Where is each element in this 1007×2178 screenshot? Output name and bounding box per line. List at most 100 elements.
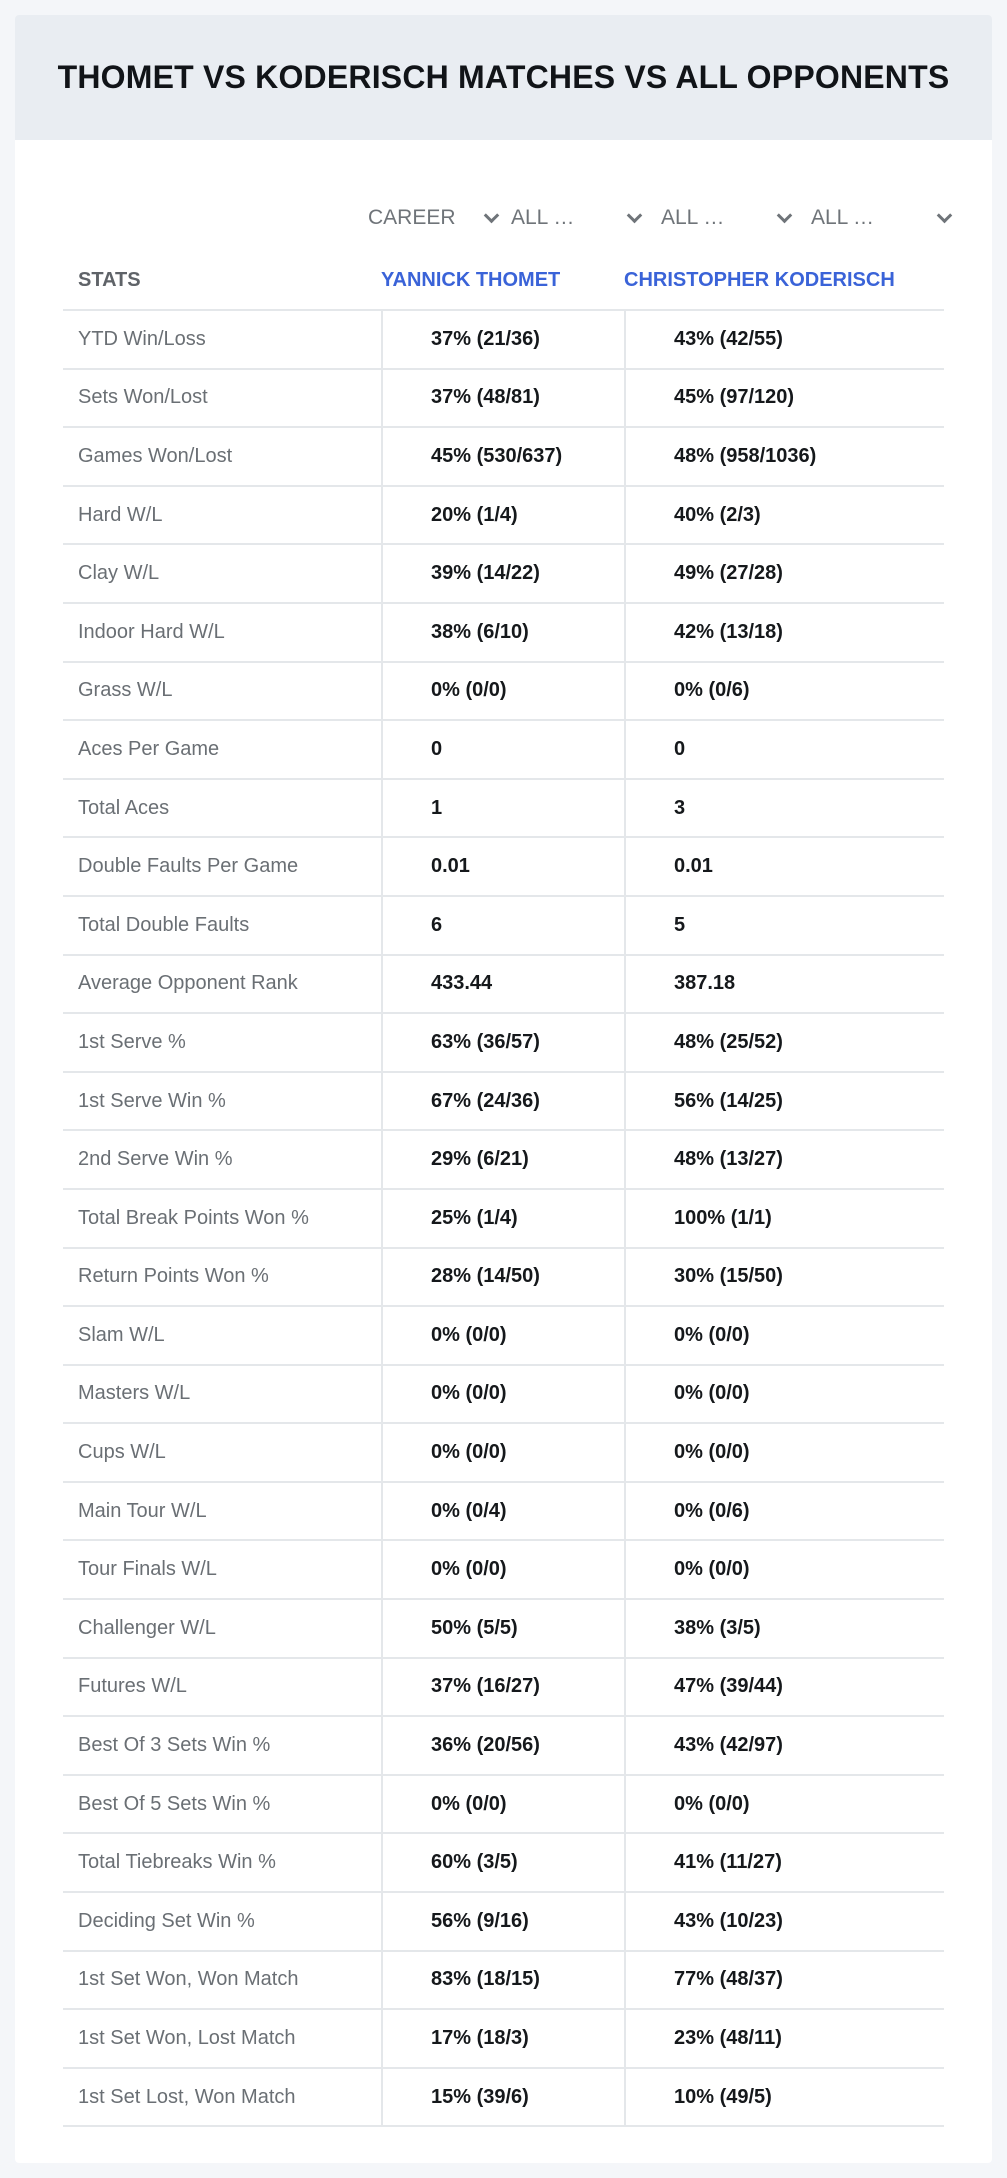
table-row: Main Tour W/L 0% (0/4) 0% (0/6): [63, 1482, 944, 1542]
table-row: Total Aces 1 3: [63, 779, 944, 839]
player2-stat-value: 10% (49/5): [624, 2068, 944, 2126]
stat-label: Total Tiebreaks Win %: [78, 1851, 276, 1874]
player1-stat-value: 37% (21/36): [381, 311, 624, 368]
stat-label: 1st Set Won, Lost Match: [78, 2027, 296, 2050]
table-row: YTD Win/Loss 37% (21/36) 43% (42/55): [63, 311, 944, 370]
table-row: Tour Finals W/L 0% (0/0) 0% (0/0): [63, 1541, 944, 1601]
table-body: YTD Win/Loss 37% (21/36) 43% (42/55) Sets W…: [63, 311, 944, 2128]
table-header: STATS YANNICK THOMET CHRISTOPHER KODERIS…: [63, 251, 944, 311]
player2-stat-value: 0% (0/0): [624, 1424, 944, 1481]
stat-label: Main Tour W/L: [78, 1499, 207, 1522]
player2-stat-value: 5: [624, 896, 944, 954]
table-row: Double Faults Per Game 0.01 0.01: [63, 838, 944, 897]
stat-label: Hard W/L: [78, 503, 163, 526]
round-select[interactable]: ALL ROUNDS: [511, 190, 644, 246]
tournament-select[interactable]: ALL TOURNAMENTS: [811, 190, 954, 246]
stat-label: 2nd Serve Win %: [78, 1148, 233, 1171]
player1-stat-value: 37% (48/81): [381, 369, 624, 427]
player1-stat-value: 28% (14/50): [381, 1248, 624, 1306]
table-row: Return Points Won % 28% (14/50) 30% (15/50…: [63, 1248, 944, 1308]
table-row: Games Won/Lost 45% (530/637) 48% (958/1036…: [63, 428, 944, 487]
table-row: 1st Set Won, Won Match 83% (18/15) 77% (48…: [63, 1951, 944, 2011]
stat-label: Clay W/L: [78, 562, 160, 585]
table-row: Total Double Faults 6 5: [63, 896, 944, 956]
tournament-select-value: ALL TOURNAMENTS: [811, 206, 886, 229]
player2-stat-value: 43% (10/23): [624, 1893, 944, 1950]
player2-stat-value: 38% (3/5): [624, 1600, 944, 1657]
player1-stat-value: 0% (0/0): [381, 1365, 624, 1423]
player2-stat-value: 45% (97/120): [624, 369, 944, 427]
stat-label: YTD Win/Loss: [78, 327, 206, 350]
player1-stat-value: 36% (20/56): [381, 1717, 624, 1774]
filter-bar: CAREER ALL ROUNDS ALL SURFACES ALL TOURN…: [15, 190, 992, 246]
chevron-down-icon: [936, 207, 953, 223]
stat-label: 1st Serve %: [78, 1030, 186, 1053]
player1-stat-value: 38% (6/10): [381, 603, 624, 661]
period-select[interactable]: CAREER: [368, 190, 501, 246]
table-row: Indoor Hard W/L 38% (6/10) 42% (13/18): [63, 603, 944, 663]
player1-stat-value: 0% (0/0): [381, 1541, 624, 1599]
stat-label: Games Won/Lost: [78, 444, 233, 467]
chevron-down-icon: [483, 207, 500, 223]
stat-label: Cups W/L: [78, 1441, 166, 1464]
player2-stat-value: 43% (42/55): [624, 311, 944, 368]
player2-stat-value: 48% (25/52): [624, 1014, 944, 1071]
table-row: Best Of 3 Sets Win % 36% (20/56) 43% (42/9…: [63, 1717, 944, 1776]
surface-select-value: ALL SURFACES: [661, 206, 736, 229]
stat-label: Indoor Hard W/L: [78, 620, 225, 643]
stat-label: Aces Per Game: [78, 737, 220, 760]
player2-stat-value: 0% (0/0): [624, 1541, 944, 1599]
table-row: Grass W/L 0% (0/0) 0% (0/6): [63, 662, 944, 722]
chevron-down-icon: [776, 207, 793, 223]
player1-stat-value: 29% (6/21): [381, 1131, 624, 1188]
stats-column-header: STATS: [78, 268, 141, 291]
table-row: 1st Serve Win % 67% (24/36) 56% (14/25): [63, 1072, 944, 1132]
table-row: Challenger W/L 50% (5/5) 38% (3/5): [63, 1600, 944, 1659]
table-row: Aces Per Game 0 0: [63, 721, 944, 780]
stat-label: Sets Won/Lost: [78, 386, 208, 409]
player2-stat-value: 0% (0/0): [624, 1307, 944, 1364]
player2-stat-value: 23% (48/11): [624, 2010, 944, 2067]
stat-label: 1st Set Won, Won Match: [78, 1968, 299, 1991]
page-title: THOMET VS KODERISCH MATCHES VS ALL OPPON…: [57, 59, 950, 95]
player2-stat-value: 77% (48/37): [624, 1951, 944, 2009]
stat-label: Grass W/L: [78, 679, 173, 702]
stat-label: Slam W/L: [78, 1323, 165, 1346]
player1-stat-value: 0% (0/4): [381, 1482, 624, 1540]
player2-stat-value: 387.18: [624, 955, 944, 1013]
table-row: Total Tiebreaks Win % 60% (3/5) 41% (11/27…: [63, 1834, 944, 1894]
player2-stat-value: 0% (0/0): [624, 1775, 944, 1833]
player2-stat-value: 41% (11/27): [624, 1834, 944, 1892]
player1-stat-value: 0% (0/0): [381, 1424, 624, 1481]
player2-stat-value: 0% (0/6): [624, 662, 944, 720]
card-header: THOMET VS KODERISCH MATCHES VS ALL OPPON…: [15, 15, 992, 140]
player1-stat-value: 20% (1/4): [381, 486, 624, 544]
period-select-value: CAREER: [368, 206, 456, 229]
player2-stat-value: 30% (15/50): [624, 1248, 944, 1306]
player2-stat-value: 0% (0/0): [624, 1365, 944, 1423]
player1-stat-value: 0% (0/0): [381, 1307, 624, 1364]
stats-card: THOMET VS KODERISCH MATCHES VS ALL OPPON…: [15, 15, 992, 2163]
stat-label: Challenger W/L: [78, 1616, 216, 1639]
player1-stat-value: 63% (36/57): [381, 1014, 624, 1071]
surface-select[interactable]: ALL SURFACES: [661, 190, 794, 246]
player2-link[interactable]: CHRISTOPHER KODERISCH: [624, 268, 895, 291]
player1-stat-value: 67% (24/36): [381, 1072, 624, 1130]
stat-label: Deciding Set Win %: [78, 1909, 255, 1932]
stat-label: Total Break Points Won %: [78, 1206, 309, 1229]
player2-stat-value: 48% (958/1036): [624, 428, 944, 485]
table-row: Cups W/L 0% (0/0) 0% (0/0): [63, 1424, 944, 1483]
player1-stat-value: 1: [381, 779, 624, 837]
table-row: Best Of 5 Sets Win % 0% (0/0) 0% (0/0): [63, 1775, 944, 1835]
player2-stat-value: 40% (2/3): [624, 486, 944, 544]
player1-stat-value: 6: [381, 896, 624, 954]
table-row: Sets Won/Lost 37% (48/81) 45% (97/120): [63, 369, 944, 429]
player1-stat-value: 60% (3/5): [381, 1834, 624, 1892]
player2-stat-value: 49% (27/28): [624, 545, 944, 602]
player2-stat-value: 100% (1/1): [624, 1189, 944, 1247]
stats-table: STATS YANNICK THOMET CHRISTOPHER KODERIS…: [63, 251, 944, 2128]
table-row: Average Opponent Rank 433.44 387.18: [63, 955, 944, 1015]
table-row: Slam W/L 0% (0/0) 0% (0/0): [63, 1307, 944, 1366]
player1-link[interactable]: YANNICK THOMET: [381, 268, 561, 291]
stat-label: Masters W/L: [78, 1382, 191, 1405]
